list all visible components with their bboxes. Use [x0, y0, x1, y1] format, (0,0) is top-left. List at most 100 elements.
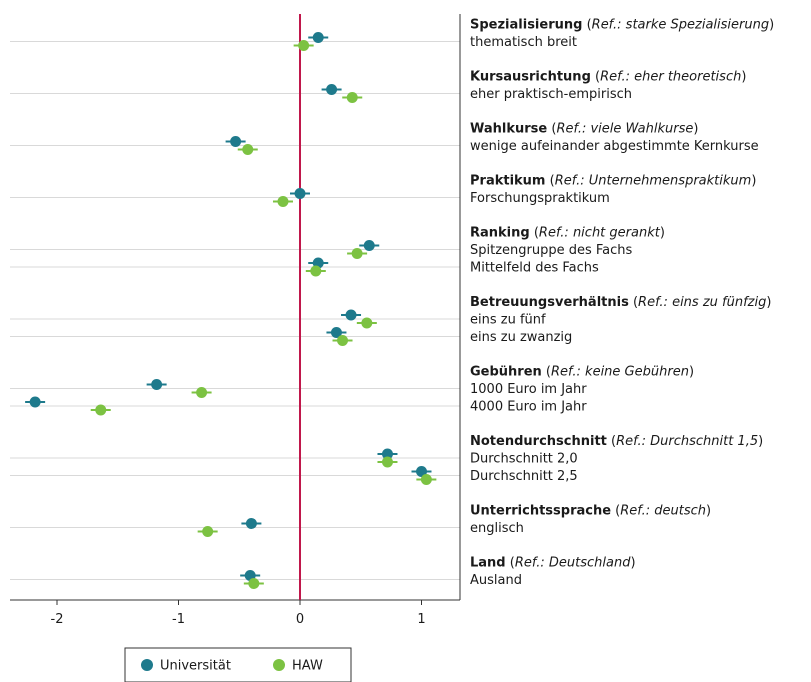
group-ref-open: (	[547, 122, 556, 137]
haw-point	[310, 265, 322, 277]
universitaet-point	[381, 448, 393, 460]
group-ref-open: (	[530, 226, 539, 241]
row-label: Ausland	[470, 573, 522, 588]
group-header: Betreuungsverhältnis (Ref.: eins zu fünf…	[470, 295, 771, 310]
group-header: Praktikum (Ref.: Unternehmenspraktikum)	[470, 174, 756, 189]
row-label: thematisch breit	[470, 35, 577, 50]
legend-box	[124, 647, 352, 682]
row-label: eher praktisch-empirisch	[470, 87, 632, 102]
row-label: eins zu fünf	[470, 313, 546, 328]
group-ref: Ref.: nicht gerankt	[539, 226, 661, 241]
plot-frame	[10, 14, 461, 601]
group-ref-open: (	[506, 556, 515, 571]
group-title: Gebühren	[470, 365, 542, 380]
group-ref: Ref.: eins zu fünfzig	[638, 295, 766, 310]
universitaet-point	[330, 327, 342, 338]
group-ref: Ref.: Unternehmenspraktikum	[555, 174, 752, 189]
haw-point	[361, 317, 373, 329]
row-label: Spitzengruppe des Fachs	[470, 243, 633, 258]
x-tick-label: -1	[172, 612, 185, 627]
row-label: 4000 Euro im Jahr	[470, 400, 587, 415]
row-label: eins zu zwanzig	[470, 330, 572, 345]
group-header: Land (Ref.: Deutschland)	[470, 556, 636, 571]
group-title: Unterrichtssprache	[470, 504, 611, 519]
group-header: Wahlkurse (Ref.: viele Wahlkurse)	[470, 122, 698, 137]
row-label: Mittelfeld des Fachs	[470, 261, 599, 276]
universitaet-point	[29, 396, 41, 408]
haw-point	[337, 335, 349, 346]
group-ref: Ref.: viele Wahlkurse	[556, 122, 693, 137]
universitaet-point	[345, 309, 357, 321]
x-axis: -2 -1 0 1	[51, 600, 426, 627]
haw-point	[202, 526, 214, 537]
x-tick-label: -2	[51, 612, 64, 627]
universitaet-point	[326, 84, 338, 95]
legend: Universität HAW	[124, 647, 352, 682]
group-ref-open: (	[542, 365, 551, 380]
universitaet-legend-marker	[141, 659, 153, 671]
universitaet-point	[245, 518, 257, 529]
group-ref-open: (	[582, 18, 591, 33]
haw-point	[196, 387, 208, 398]
group-ref-close: )	[741, 70, 746, 85]
haw-point	[298, 40, 310, 51]
universitaet-point	[230, 136, 242, 147]
group-ref: Ref.: Deutschland	[515, 556, 631, 571]
group-ref-close: )	[689, 365, 694, 380]
row-label: Durchschnitt 2,0	[470, 452, 578, 467]
haw-point	[242, 144, 254, 155]
group-title: Land	[470, 556, 506, 571]
x-tick-label: 1	[417, 612, 425, 627]
group-ref-close: )	[630, 556, 635, 571]
group-ref: Ref.: starke Spezialisierung	[592, 18, 769, 33]
group-ref-close: )	[660, 226, 665, 241]
universitaet-point	[151, 379, 163, 390]
haw-legend-label: HAW	[292, 659, 323, 674]
universitaet-point	[312, 32, 324, 43]
group-ref: Ref.: eher theoretisch	[600, 70, 741, 85]
row-labels: Spezialisierung (Ref.: starke Spezialisi…	[470, 18, 774, 589]
haw-point	[351, 248, 363, 259]
group-ref-open: (	[591, 70, 600, 85]
haw-point	[248, 578, 260, 589]
haw-point	[381, 456, 393, 468]
group-header: Kursausrichtung (Ref.: eher theoretisch)	[470, 70, 746, 85]
group-header: Unterrichtssprache (Ref.: deutsch)	[470, 504, 711, 519]
group-ref-close: )	[693, 122, 698, 137]
group-ref-open: (	[629, 295, 638, 310]
group-title: Wahlkurse	[470, 122, 547, 137]
universitaet-point	[416, 466, 427, 477]
group-ref-open: (	[607, 434, 616, 449]
group-ref-close: )	[751, 174, 756, 189]
haw-point	[420, 474, 432, 485]
group-header: Notendurchschnitt (Ref.: Durchschnitt 1,…	[470, 434, 763, 449]
group-title: Notendurchschnitt	[470, 434, 607, 449]
group-header: Spezialisierung (Ref.: starke Spezialisi…	[470, 18, 774, 33]
universitaet-point	[294, 188, 306, 199]
group-ref-open: (	[545, 174, 554, 189]
group-ref-open: (	[611, 504, 620, 519]
group-ref: Ref.: Durchschnitt 1,5	[616, 434, 758, 449]
x-tick-label: 0	[296, 612, 304, 627]
group-ref: Ref.: deutsch	[620, 504, 706, 519]
row-label: Forschungspraktikum	[470, 191, 610, 206]
group-header: Ranking (Ref.: nicht gerankt)	[470, 226, 665, 241]
group-ref: Ref.: keine Gebühren	[551, 365, 689, 380]
haw-point	[277, 196, 289, 207]
group-header: Gebühren (Ref.: keine Gebühren)	[470, 365, 694, 380]
group-ref-close: )	[706, 504, 711, 519]
row-label: englisch	[470, 521, 524, 536]
data-markers	[25, 32, 437, 589]
group-title: Spezialisierung	[470, 18, 582, 33]
haw-legend-marker	[273, 659, 285, 671]
grid-lines	[10, 41, 460, 580]
row-label: 1000 Euro im Jahr	[470, 382, 587, 397]
group-ref-close: )	[758, 434, 763, 449]
row-label: Durchschnitt 2,5	[470, 469, 578, 484]
group-ref-close: )	[769, 18, 774, 33]
universitaet-point	[363, 240, 375, 251]
row-label: wenige aufeinander abgestimmte Kernkurse	[470, 139, 759, 154]
group-ref-close: )	[766, 295, 771, 310]
group-title: Praktikum	[470, 174, 545, 189]
